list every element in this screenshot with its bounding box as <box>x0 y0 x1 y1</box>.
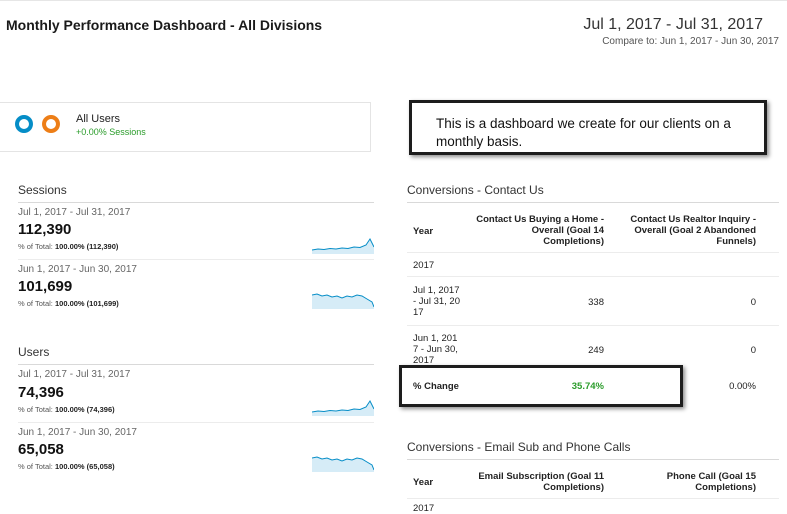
sessions-total: % of Total: 100.00% (112,390) <box>18 242 119 251</box>
contact-row1-year: Jul 1, 2017- Jul 31, 20 17 <box>413 285 460 318</box>
contact-row2-realtor-inquiry: 0 <box>750 345 756 356</box>
top-divider <box>0 0 787 1</box>
contact-col-realtor-inquiry[interactable]: Contact Us Realtor Inquiry - Overall (Goa… <box>630 214 756 247</box>
users-compare-period-label: Jun 1, 2017 - Jun 30, 2017 <box>18 427 137 438</box>
email-header-divider <box>407 498 779 499</box>
comparison-circle-icon <box>42 115 60 133</box>
contact-row2-year: Jun 1, 201 7 - Jun 30, 2017 <box>413 333 458 364</box>
contact-col-year[interactable]: Year <box>413 226 434 237</box>
table-row-divider <box>407 276 779 277</box>
segment-card[interactable]: All Users +0.00% Sessions <box>0 102 371 152</box>
users-title: Users <box>18 345 50 359</box>
sessions-compare-period-label: Jun 1, 2017 - Jun 30, 2017 <box>18 264 137 275</box>
users-compare-sparkline <box>312 456 374 472</box>
sessions-title: Sessions <box>18 183 67 197</box>
date-range-selector[interactable]: Jul 1, 2017 - Jul 31, 2017 <box>583 16 763 33</box>
table-row-divider <box>407 325 779 326</box>
contact-row2-buying-home: 249 <box>588 345 604 356</box>
email-group-year: 2017 <box>413 503 435 514</box>
segment-circle-icon <box>15 115 33 133</box>
contact-header-divider <box>407 252 779 253</box>
segment-name: All Users <box>76 113 121 125</box>
annotation-box: This is a dashboard we create for our cl… <box>409 100 767 155</box>
sessions-value: 112,390 <box>18 221 72 238</box>
contact-col-buying-home[interactable]: Contact Us Buying a Home - Overall (Goal … <box>476 214 604 247</box>
sessions-compare-total: % of Total: 100.00% (101,699) <box>18 299 119 308</box>
users-sparkline <box>312 400 374 416</box>
users-compare-total: % of Total: 100.00% (65,058) <box>18 462 115 471</box>
email-col-subscription[interactable]: Email Subscription (Goal 11 Completions) <box>478 471 604 493</box>
contact-row1-buying-home: 338 <box>588 297 604 308</box>
sessions-compare-sparkline <box>312 293 374 309</box>
sessions-period-divider <box>18 259 374 260</box>
email-table-divider <box>407 459 779 460</box>
contact-change-buying-home: 35.74% <box>571 381 604 392</box>
segment-sessions-change: +0.00% Sessions <box>76 127 146 137</box>
users-divider <box>18 364 374 365</box>
sessions-compare-value: 101,699 <box>18 278 73 295</box>
sessions-period-label: Jul 1, 2017 - Jul 31, 2017 <box>18 207 131 218</box>
change-callout-box <box>399 365 683 407</box>
contact-change-realtor-inquiry: 0.00% <box>729 381 756 392</box>
contact-group-year: 2017 <box>413 260 435 271</box>
users-total: % of Total: 100.00% (74,396) <box>18 405 115 414</box>
users-compare-value: 65,058 <box>18 441 64 458</box>
users-value: 74,396 <box>18 384 64 401</box>
users-period-label: Jul 1, 2017 - Jul 31, 2017 <box>18 369 131 380</box>
contact-row1-realtor-inquiry: 0 <box>750 297 756 308</box>
email-table-title: Conversions - Email Sub and Phone Calls <box>407 440 631 454</box>
dashboard-title: Monthly Performance Dashboard - All Divi… <box>6 17 323 33</box>
users-period-divider <box>18 422 374 423</box>
email-col-year[interactable]: Year <box>413 477 434 488</box>
sessions-sparkline <box>312 238 374 254</box>
contact-change-label: % Change <box>413 381 459 392</box>
contact-table-divider <box>407 202 779 203</box>
sessions-divider <box>18 202 374 203</box>
compare-range: Compare to: Jun 1, 2017 - Jun 30, 2017 <box>602 36 779 47</box>
email-col-phone-call[interactable]: Phone Call (Goal 15 Completions) <box>666 471 756 493</box>
contact-table-title: Conversions - Contact Us <box>407 183 544 197</box>
